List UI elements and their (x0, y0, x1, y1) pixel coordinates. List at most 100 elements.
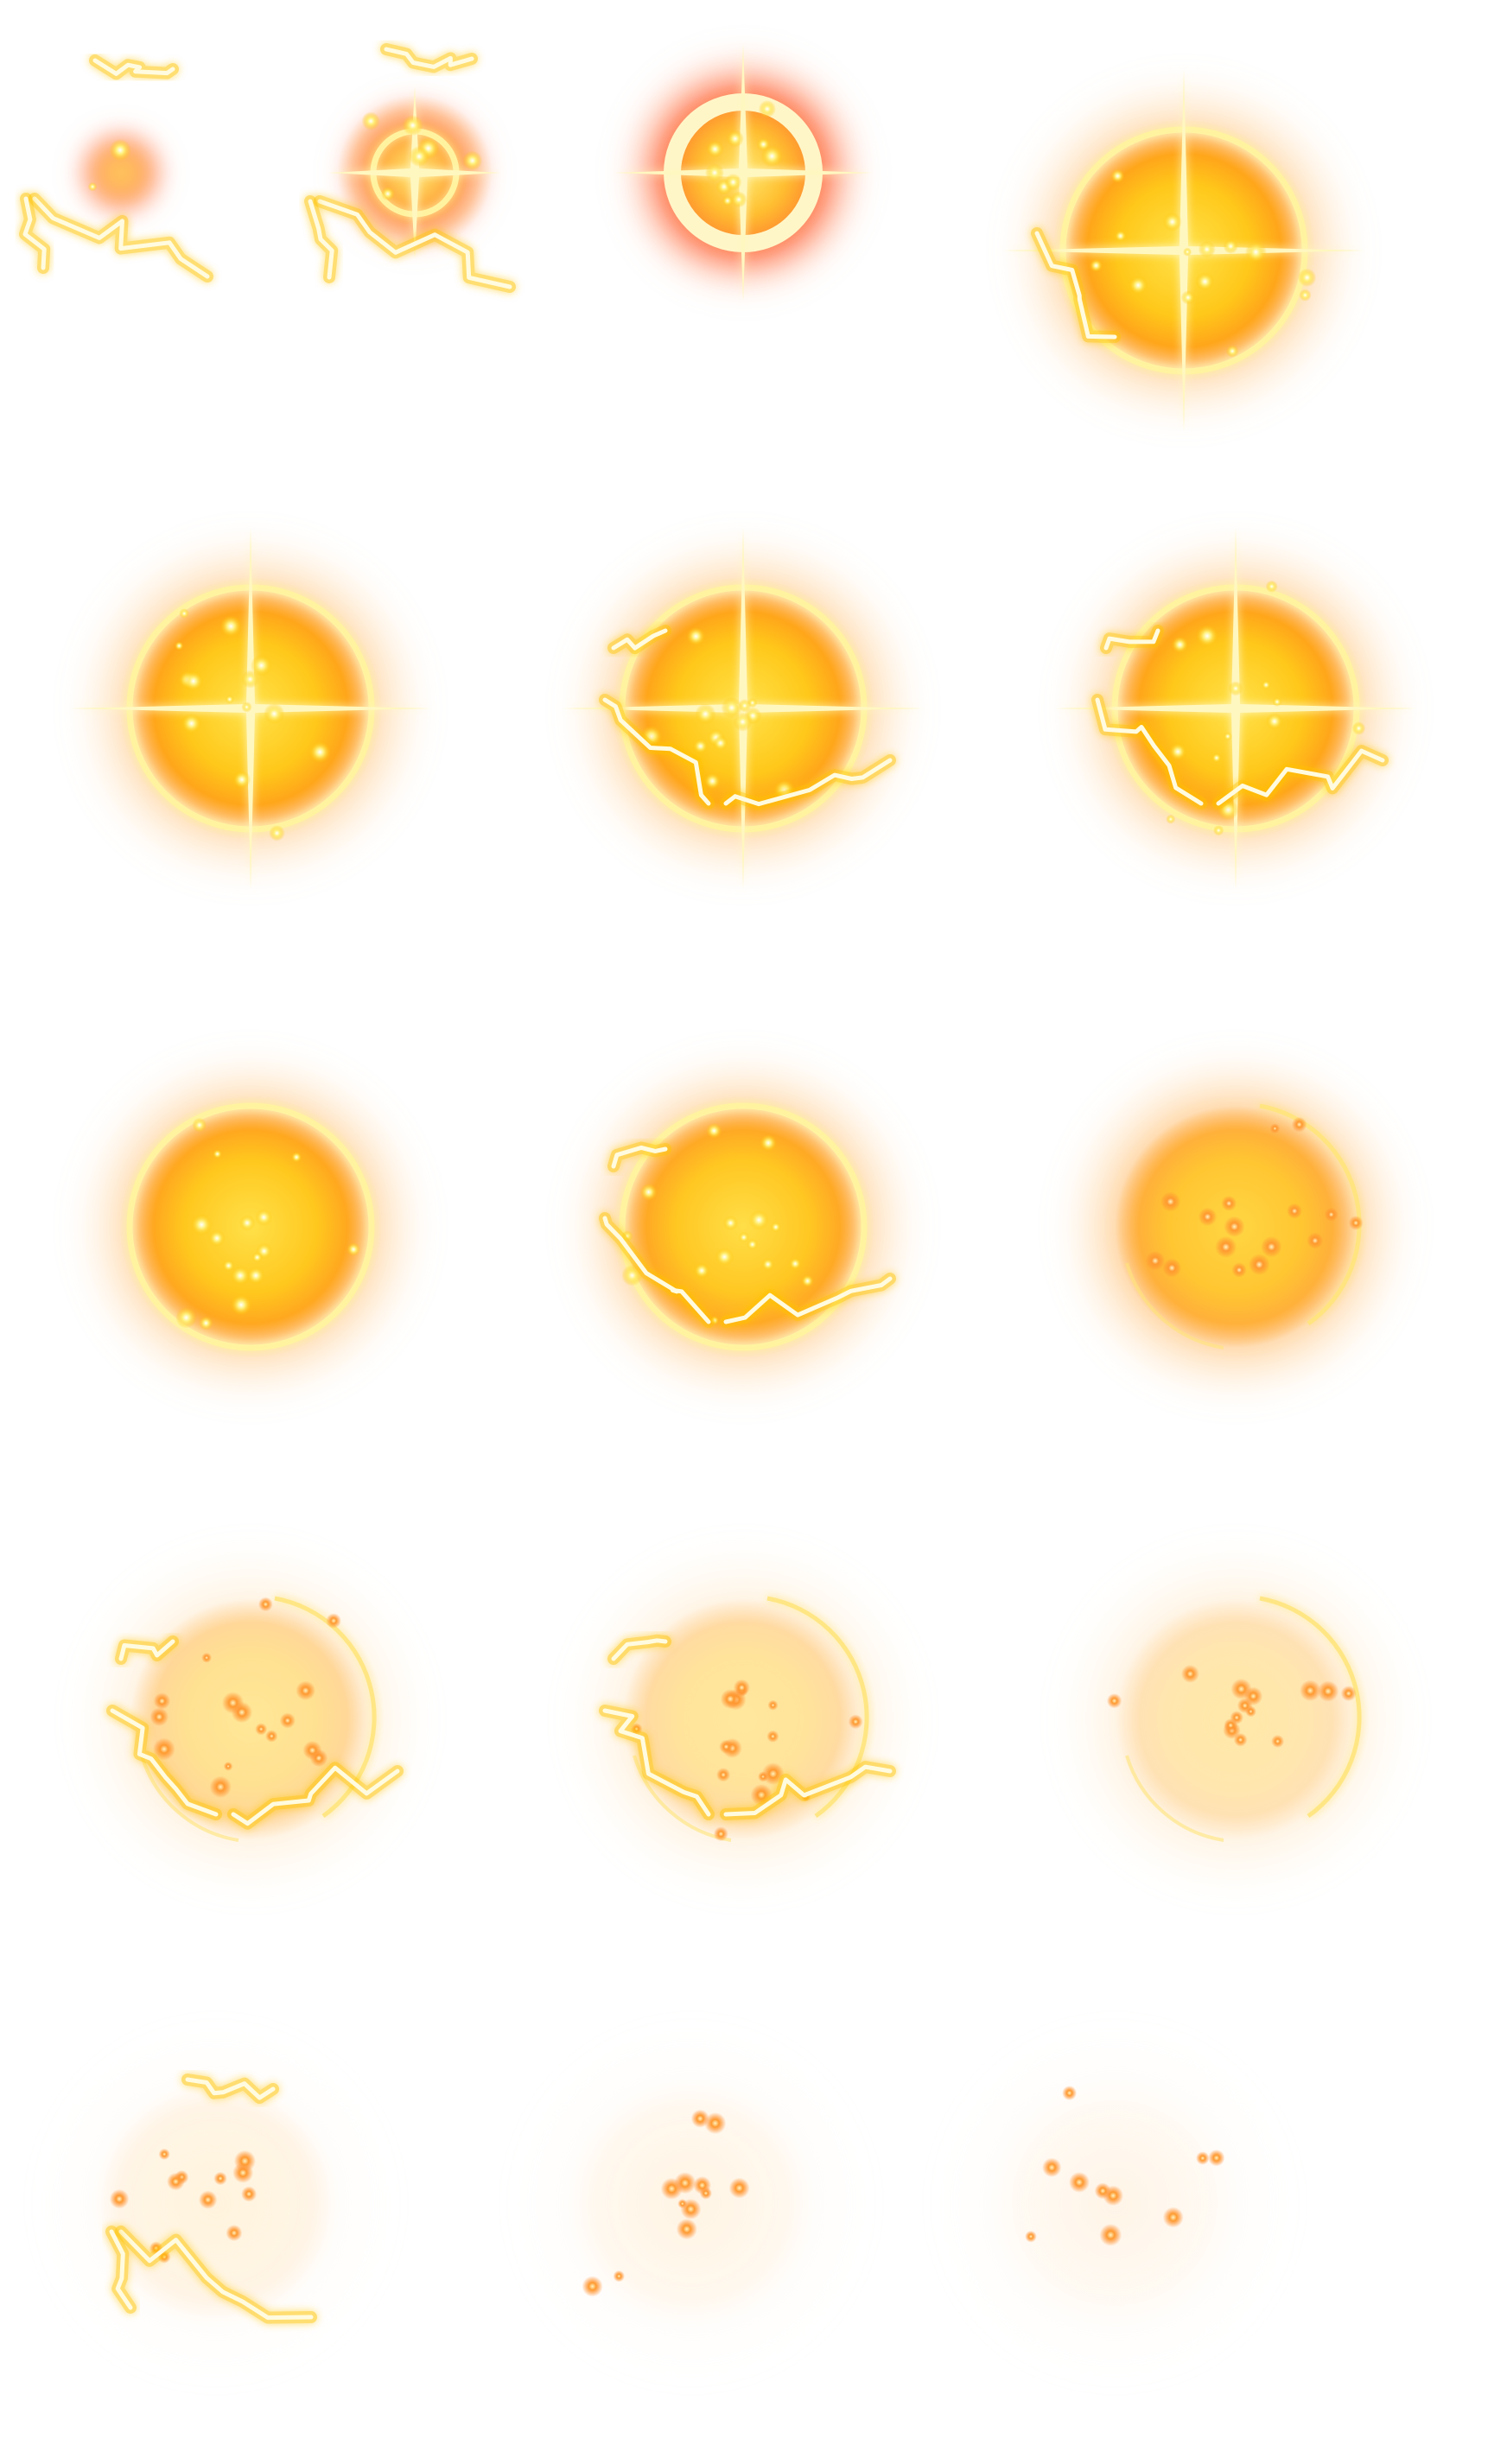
sprite-frame-6 (562, 527, 925, 890)
ember-particle (241, 2186, 258, 2202)
ember-particle (1181, 1665, 1199, 1683)
ember-particle (1221, 1196, 1237, 1211)
lightning-bolt (185, 2077, 276, 2100)
ember-particle (1269, 1123, 1281, 1134)
lightning-bolt (22, 196, 47, 270)
spark-particle (693, 739, 709, 754)
lightning-bolt (602, 697, 711, 806)
sprite-frame-10 (1054, 1045, 1417, 1408)
sprite-frame-9 (562, 1045, 925, 1408)
spark-particle (694, 1262, 710, 1279)
energy-ring-arc (1259, 1596, 1362, 1819)
spark-particle (1244, 241, 1267, 264)
ember-particle (1348, 1216, 1364, 1230)
ember-particle (704, 2112, 727, 2135)
spark-particle (87, 181, 98, 192)
spark-particle (230, 1266, 251, 1286)
spark-particle (1298, 268, 1317, 287)
ember-particle (733, 1679, 751, 1696)
lightning-bolt (110, 1708, 219, 1817)
spark-particle (1223, 238, 1238, 254)
spark-particle (695, 703, 716, 725)
spark-particle (724, 173, 742, 191)
sprite-frame-7 (1054, 527, 1417, 890)
lightning-bolt (118, 2229, 314, 2321)
ember-particle (226, 2225, 243, 2242)
spark-particle (760, 145, 783, 168)
sprite-frame-4 (1002, 69, 1365, 432)
spark-particle (238, 1215, 256, 1231)
spark-particle (181, 713, 202, 734)
ember-particle (1215, 1235, 1237, 1258)
spark-particle (770, 1222, 781, 1233)
ember-particle (213, 2171, 227, 2186)
lens-flare (614, 43, 873, 302)
ember-particle (1317, 1680, 1339, 1702)
spark-particle (747, 1238, 759, 1251)
ember-particle (1208, 2150, 1225, 2167)
spark-particle (1168, 742, 1187, 761)
ember-particle (1271, 1735, 1285, 1748)
sprite-frame-8 (69, 1045, 432, 1408)
ember-particle (201, 1652, 213, 1663)
ember-particle (109, 2188, 130, 2209)
ember-particle (258, 1597, 273, 1612)
ember-particle (233, 2150, 256, 2172)
spark-particle (1299, 289, 1312, 302)
energy-sphere (622, 1598, 864, 1840)
spark-particle (1351, 721, 1366, 735)
ember-particle (223, 1762, 233, 1771)
ember-particle (766, 1730, 779, 1743)
spark-particle (208, 1229, 226, 1247)
spark-particle (308, 741, 331, 763)
sprite-frame-15 (510, 2022, 873, 2385)
spark-particle (251, 1252, 263, 1263)
spark-particle (712, 735, 728, 751)
ember-particle (1324, 1207, 1338, 1222)
spark-particle (1183, 247, 1192, 257)
spark-particle (1114, 230, 1127, 242)
ember-particle (302, 1740, 322, 1760)
ember-particle (720, 1689, 741, 1709)
spark-particle (1266, 713, 1283, 730)
spark-particle (730, 191, 747, 208)
lightning-bolt (723, 1276, 893, 1324)
spark-particle (462, 150, 482, 171)
ember-particle (660, 2177, 683, 2200)
ember-particle (719, 1739, 734, 1755)
energy-ring (126, 1102, 375, 1351)
sprite-frame-12 (562, 1538, 925, 1901)
ember-particle (1094, 2182, 1111, 2200)
spark-particle (1225, 345, 1239, 358)
energy-sphere (130, 1598, 372, 1840)
lightning-bolt (118, 1639, 175, 1661)
spark-particle (250, 654, 272, 676)
ember-particle (265, 1730, 278, 1743)
energy-ring-arc (140, 1755, 239, 1842)
ember-particle (613, 2270, 625, 2283)
spark-particle (761, 1258, 774, 1271)
spark-particle (721, 696, 743, 719)
spark-particle (1195, 272, 1215, 291)
spark-particle (686, 626, 706, 646)
lightning-bolt (1103, 628, 1160, 651)
spark-particle (1110, 168, 1125, 183)
spark-particle (222, 1259, 235, 1272)
ember-particle (1099, 2224, 1122, 2246)
spark-particle (1196, 625, 1218, 647)
spark-particle (1171, 636, 1189, 653)
spark-particle (789, 1257, 802, 1270)
lightning-bolt (611, 628, 668, 651)
sprite-frame-11 (69, 1538, 432, 1901)
lightning-bolt (1095, 697, 1204, 806)
spark-particle (246, 1267, 265, 1285)
ember-particle (149, 1707, 169, 1726)
lightning-bolt (723, 758, 893, 807)
ember-particle (209, 1775, 232, 1798)
lightning-bolt (611, 1145, 668, 1169)
spark-particle (639, 1183, 658, 1201)
ember-particle (1224, 1718, 1238, 1732)
ember-particle (296, 1680, 316, 1701)
